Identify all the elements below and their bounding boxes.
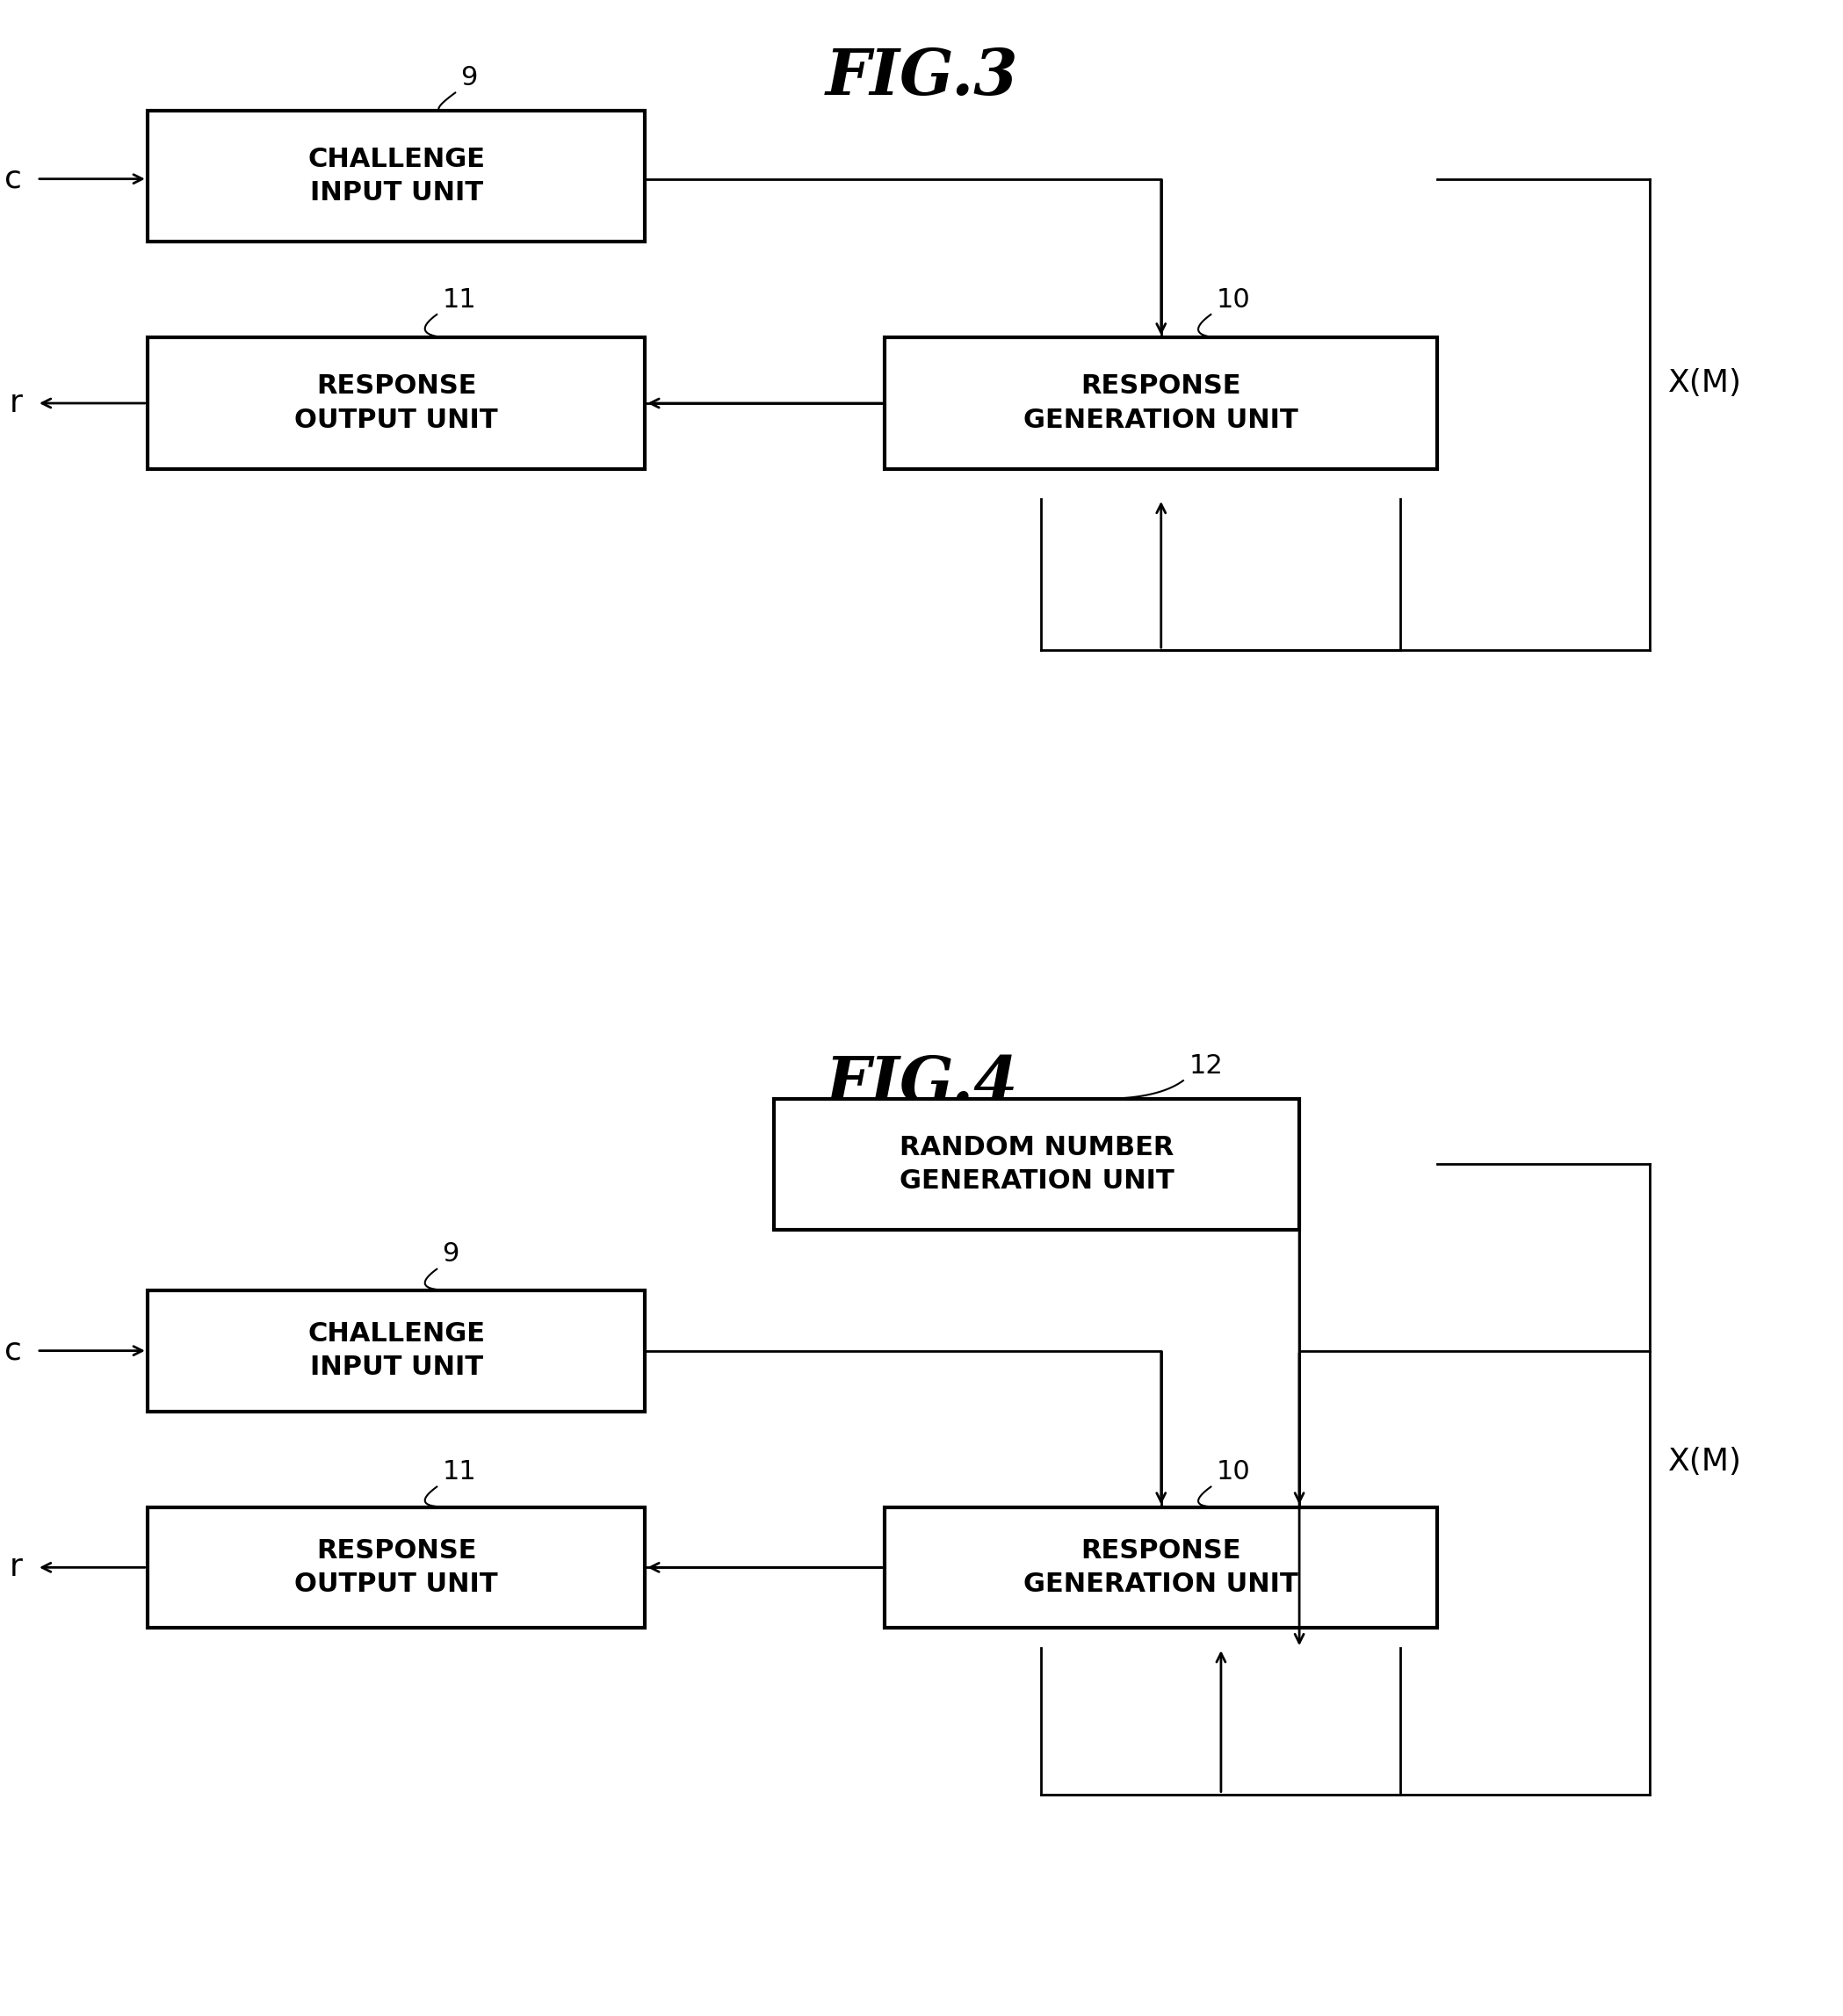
Text: FIG.3: FIG.3 xyxy=(826,44,1017,107)
Text: 10: 10 xyxy=(1216,286,1250,312)
Text: 11: 11 xyxy=(442,286,475,312)
Bar xyxy=(147,1290,645,1411)
Text: X(M): X(M) xyxy=(1668,369,1742,397)
Text: c: c xyxy=(6,1337,22,1365)
Bar xyxy=(147,339,645,470)
Text: RESPONSE
GENERATION UNIT: RESPONSE GENERATION UNIT xyxy=(1023,1538,1299,1597)
Bar xyxy=(147,1508,645,1629)
Text: 10: 10 xyxy=(1216,1460,1250,1484)
Text: c: c xyxy=(6,163,22,194)
Bar xyxy=(885,339,1438,470)
Bar xyxy=(885,1508,1438,1629)
Text: r: r xyxy=(9,389,22,417)
Text: CHALLENGE
INPUT UNIT: CHALLENGE INPUT UNIT xyxy=(308,1320,485,1381)
Text: 12: 12 xyxy=(1189,1052,1222,1079)
Text: RESPONSE
GENERATION UNIT: RESPONSE GENERATION UNIT xyxy=(1023,373,1299,433)
Text: RANDOM NUMBER
GENERATION UNIT: RANDOM NUMBER GENERATION UNIT xyxy=(899,1135,1174,1193)
Text: r: r xyxy=(9,1552,22,1583)
Text: X(M): X(M) xyxy=(1668,1447,1742,1476)
Text: 9: 9 xyxy=(461,65,477,91)
Bar xyxy=(147,111,645,242)
Text: FIG.4: FIG.4 xyxy=(826,1052,1017,1115)
Text: 9: 9 xyxy=(442,1242,459,1268)
Bar xyxy=(774,1099,1299,1230)
Text: RESPONSE
OUTPUT UNIT: RESPONSE OUTPUT UNIT xyxy=(295,1538,498,1597)
Text: RESPONSE
OUTPUT UNIT: RESPONSE OUTPUT UNIT xyxy=(295,373,498,433)
Text: 11: 11 xyxy=(442,1460,475,1484)
Text: CHALLENGE
INPUT UNIT: CHALLENGE INPUT UNIT xyxy=(308,147,485,206)
